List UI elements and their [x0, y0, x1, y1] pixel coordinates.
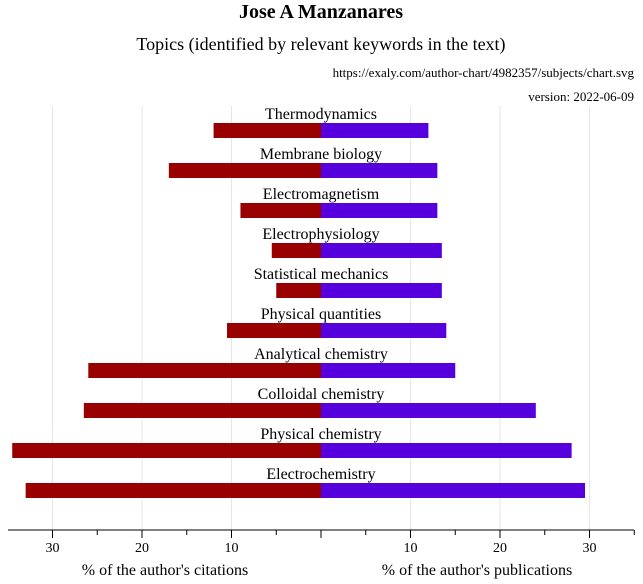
category-label: Analytical chemistry	[254, 346, 388, 363]
bars	[12, 123, 586, 498]
bar-publications	[321, 123, 429, 138]
right-axis-label: % of the author's publications	[382, 562, 572, 579]
left-tick-label: 10	[225, 541, 239, 556]
bar-citations	[227, 323, 321, 338]
x-axis: 30 20 10 10 20 30	[8, 529, 635, 556]
category-labels: Thermodynamics Membrane biology Electromag…	[254, 106, 389, 483]
category-label: Membrane biology	[260, 146, 382, 163]
right-tick-label: 20	[493, 541, 507, 556]
bar-citations	[213, 123, 321, 138]
left-tick-label: 30	[46, 541, 60, 556]
category-label: Physical quantities	[261, 306, 381, 323]
bar-publications	[321, 283, 442, 298]
bar-citations	[276, 283, 321, 298]
bar-publications	[321, 403, 536, 418]
left-tick-label: 20	[135, 541, 149, 556]
category-label: Physical chemistry	[260, 426, 381, 443]
bar-publications	[321, 323, 447, 338]
bar-publications	[321, 443, 572, 458]
category-label: Statistical mechanics	[254, 266, 389, 283]
version-label: version: 2022-06-09	[528, 89, 634, 104]
bar-citations	[271, 243, 321, 258]
bar-publications	[321, 243, 442, 258]
right-tick-label: 10	[404, 541, 418, 556]
bar-citations	[83, 403, 321, 418]
category-label: Colloidal chemistry	[258, 386, 385, 403]
right-tick-label: 30	[583, 541, 597, 556]
bar-publications	[321, 483, 586, 498]
category-label: Electrophysiology	[262, 226, 379, 243]
bar-citations	[168, 163, 321, 178]
bar-citations	[12, 443, 321, 458]
category-label: Electrochemistry	[266, 466, 375, 483]
bar-publications	[321, 203, 438, 218]
left-axis-label: % of the author's citations	[82, 562, 248, 579]
source-url: https://exaly.com/author-chart/4982357/s…	[333, 65, 635, 80]
bar-publications	[321, 363, 456, 378]
bar-citations	[25, 483, 322, 498]
chart-subtitle: Topics (identified by relevant keywords …	[136, 34, 505, 55]
category-label: Thermodynamics	[265, 106, 377, 123]
bar-citations	[240, 203, 321, 218]
category-label: Electromagnetism	[263, 186, 380, 203]
chart-title: Jose A Manzanares	[239, 1, 403, 23]
bar-citations	[88, 363, 321, 378]
bar-publications	[321, 163, 438, 178]
